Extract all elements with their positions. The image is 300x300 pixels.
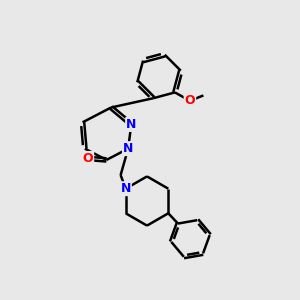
Text: O: O — [82, 152, 93, 165]
Text: N: N — [121, 182, 131, 195]
Text: N: N — [126, 118, 136, 131]
Text: N: N — [123, 142, 133, 155]
Text: O: O — [184, 94, 195, 107]
